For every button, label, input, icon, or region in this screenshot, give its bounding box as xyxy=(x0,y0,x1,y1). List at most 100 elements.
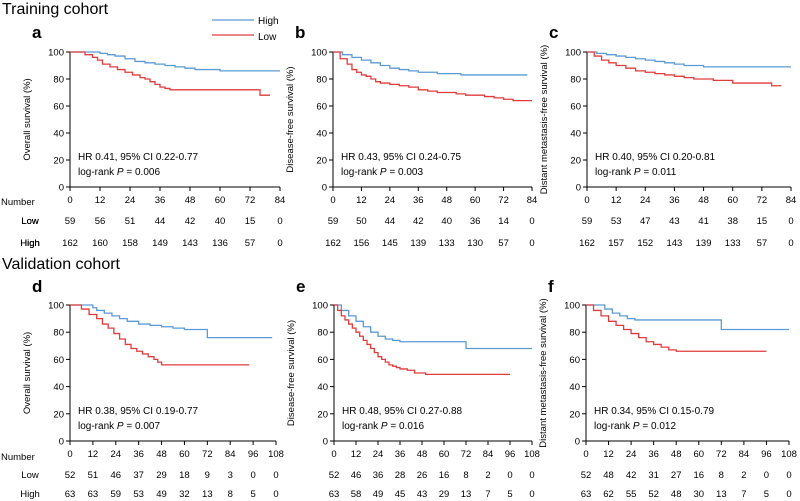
risk-count: 9 xyxy=(205,470,210,481)
risk-count: 56 xyxy=(95,216,106,227)
y-tick-label: 40 xyxy=(570,129,581,140)
x-tick-label: 24 xyxy=(110,449,121,460)
y-axis-label: Distant metastasis-free survival (%) xyxy=(538,298,549,447)
risk-count: 52 xyxy=(329,470,340,481)
x-tick-label: 12 xyxy=(611,195,622,206)
risk-count: 38 xyxy=(727,216,738,227)
series-line-high xyxy=(70,51,280,72)
risk-count: 52 xyxy=(581,470,592,481)
y-tick-label: 60 xyxy=(317,355,328,366)
logrank-annotation: log-rank P = 0.011 xyxy=(595,167,677,178)
risk-count: 13 xyxy=(202,489,213,500)
y-tick-label: 40 xyxy=(317,382,328,393)
y-tick-label: 20 xyxy=(317,409,328,420)
risk-count: 143 xyxy=(182,238,198,249)
risk-count: 48 xyxy=(603,470,614,481)
risk-count: 157 xyxy=(608,238,624,249)
series-line-low xyxy=(70,304,250,366)
risk-count: 13 xyxy=(461,489,472,500)
series-line-low xyxy=(334,304,510,376)
risk-count: 52 xyxy=(648,489,659,500)
risk-count: 36 xyxy=(373,470,384,481)
risk-count: 51 xyxy=(125,216,136,227)
risk-count: 29 xyxy=(156,470,167,481)
logrank-prefix: log-rank xyxy=(341,167,380,178)
risk-count: 43 xyxy=(417,489,428,500)
y-tick-label: 100 xyxy=(312,301,328,312)
risk-count: 59 xyxy=(582,216,593,227)
risk-count: 152 xyxy=(637,238,653,249)
risk-count: 2 xyxy=(485,470,490,481)
y-tick-label: 80 xyxy=(569,328,580,339)
legend-label-high: High xyxy=(258,16,279,27)
p-symbol: P xyxy=(117,421,124,432)
risk-count: 63 xyxy=(65,489,76,500)
risk-count: 156 xyxy=(353,238,369,249)
risk-count: 0 xyxy=(529,216,534,227)
risk-count: 40 xyxy=(215,216,226,227)
y-tick-label: 60 xyxy=(316,102,327,113)
panel-a: a 0 20 40 60 80 100 0 12 24 36 48 60 72 84 Overall surv… xyxy=(20,23,285,249)
y-tick-label: 80 xyxy=(317,328,328,339)
x-tick-label: 60 xyxy=(179,449,190,460)
x-tick-label: 12 xyxy=(603,449,614,460)
risk-row-label: High xyxy=(20,238,40,249)
logrank-prefix: log-rank xyxy=(342,421,381,432)
risk-count: 40 xyxy=(441,216,452,227)
x-tick-label: 84 xyxy=(527,195,538,206)
risk-count: 63 xyxy=(88,489,99,500)
x-tick-label: 12 xyxy=(356,195,367,206)
risk-count: 162 xyxy=(325,238,341,249)
risk-count: 0 xyxy=(277,238,282,249)
y-axis-label: Disease-free survival (%) xyxy=(286,320,297,426)
logrank-annotation: log-rank P = 0.012 xyxy=(594,421,676,432)
y-tick-label: 60 xyxy=(570,102,581,113)
x-tick-label: 0 xyxy=(67,449,72,460)
risk-row-label: Low xyxy=(21,216,39,227)
y-tick-label: 80 xyxy=(316,75,327,86)
risk-count: 16 xyxy=(693,470,704,481)
hr-annotation: HR 0.34, 95% CI 0.15-0.79 xyxy=(594,406,715,417)
p-symbol: P xyxy=(380,167,387,178)
y-tick-label: 40 xyxy=(53,129,64,140)
risk-count: 41 xyxy=(698,216,709,227)
x-tick-label: 24 xyxy=(626,449,637,460)
risk-count: 149 xyxy=(152,238,168,249)
x-tick-label: 48 xyxy=(671,449,682,460)
x-tick-label: 72 xyxy=(757,195,768,206)
p-value: = 0.007 xyxy=(124,421,161,432)
x-tick-label: 24 xyxy=(125,195,136,206)
risk-count: 42 xyxy=(413,216,424,227)
p-symbol: P xyxy=(634,167,641,178)
logrank-annotation: log-rank P = 0.003 xyxy=(341,167,423,178)
p-value: = 0.012 xyxy=(640,421,677,432)
x-tick-label: 60 xyxy=(727,195,738,206)
x-tick-label: 24 xyxy=(385,195,396,206)
risk-count: 29 xyxy=(439,489,450,500)
x-tick-label: 36 xyxy=(648,449,659,460)
y-tick-label: 100 xyxy=(564,301,580,312)
x-tick-label: 72 xyxy=(461,449,472,460)
risk-count: 162 xyxy=(62,238,78,249)
logrank-annotation: log-rank P = 0.016 xyxy=(342,421,424,432)
risk-count: 13 xyxy=(716,489,727,500)
hr-annotation: HR 0.38, 95% CI 0.19-0.77 xyxy=(78,406,199,417)
x-tick-label: 36 xyxy=(155,195,166,206)
x-tick-label: 48 xyxy=(441,195,452,206)
x-tick-label: 72 xyxy=(245,195,256,206)
series-line-high xyxy=(587,51,791,68)
risk-count: 15 xyxy=(757,216,768,227)
risk-count: 14 xyxy=(498,216,509,227)
risk-count: 8 xyxy=(463,470,468,481)
y-tick-label: 20 xyxy=(569,409,580,420)
p-symbol: P xyxy=(633,421,640,432)
risk-count: 130 xyxy=(467,238,483,249)
logrank-annotation: log-rank P = 0.006 xyxy=(78,167,160,178)
x-tick-label: 12 xyxy=(351,449,362,460)
risk-count: 26 xyxy=(417,470,428,481)
risk-count: 0 xyxy=(788,216,793,227)
risk-count: 63 xyxy=(329,489,340,500)
x-tick-label: 12 xyxy=(88,449,99,460)
risk-count: 0 xyxy=(507,470,512,481)
